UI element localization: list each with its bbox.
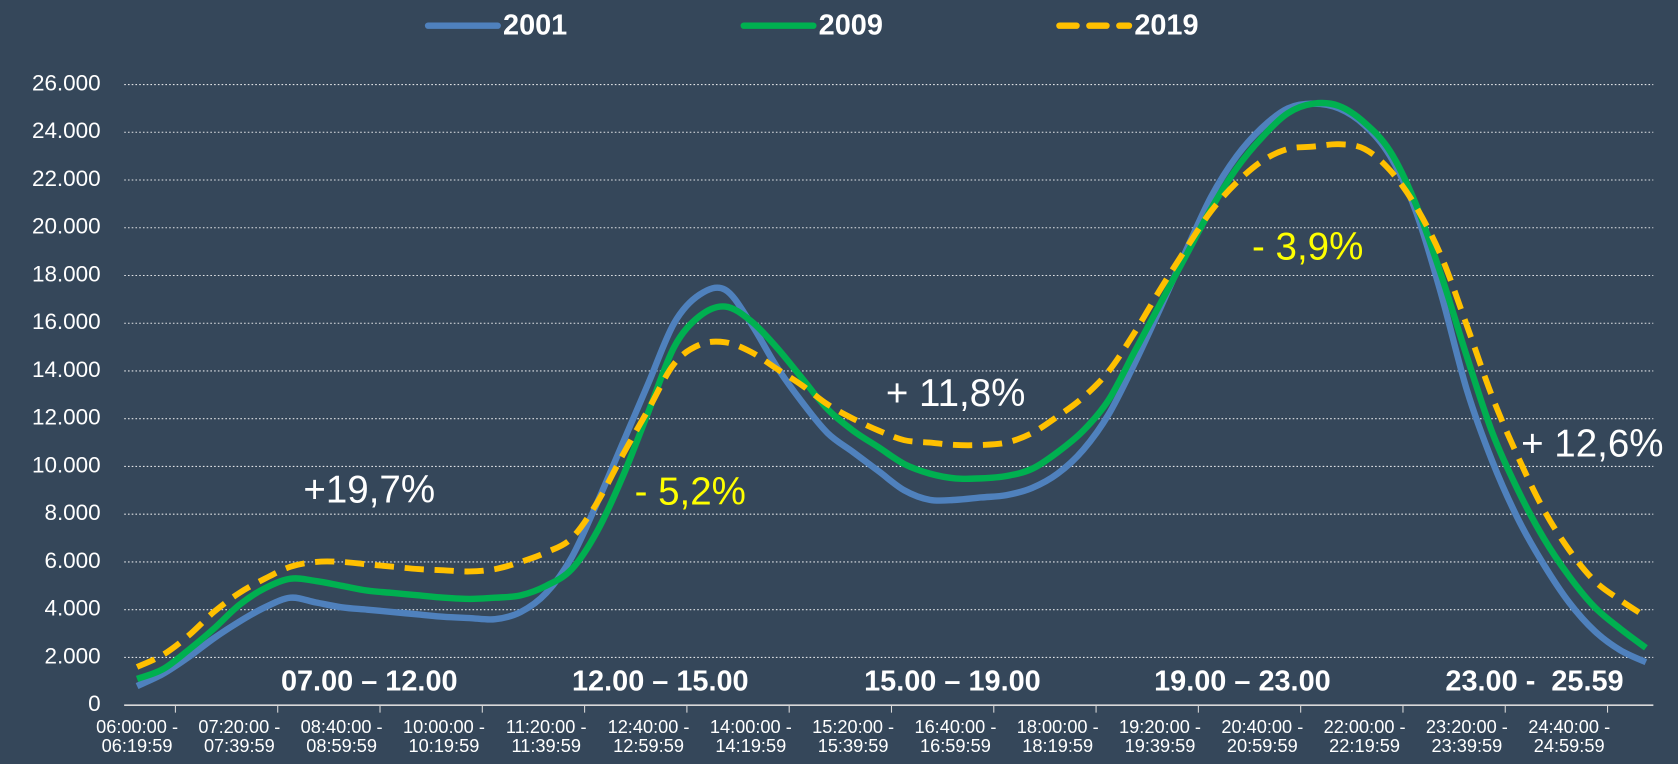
- period-label: 15.00 – 19.00: [864, 665, 1041, 697]
- annotation: - 5,2%: [635, 471, 746, 514]
- annotation: - 3,9%: [1252, 225, 1363, 268]
- y-tick-label: 4.000: [44, 596, 100, 621]
- legend-label: 2001: [503, 9, 567, 41]
- x-tick-label: 22:00:00 - 22:19:59: [1323, 717, 1406, 757]
- x-tick-label: 16:40:00 - 16:59:59: [914, 717, 997, 757]
- x-tick-label-box: 11:20:00 - 11:39:59: [505, 717, 587, 757]
- x-tick-label: 12:40:00 - 12:59:59: [607, 717, 690, 757]
- x-tick-label: 14:00:00 - 14:19:59: [709, 717, 792, 757]
- y-tick-label: 22.000: [32, 166, 101, 191]
- series-line: [135, 99, 1648, 682]
- y-tick-label: 16.000: [32, 309, 101, 334]
- y-tick-label: 2.000: [44, 643, 100, 668]
- x-tick-label: 06:00:00 - 06:19:59: [96, 717, 179, 757]
- x-tick-label-box: 06:00:00 - 06:19:59: [96, 717, 179, 757]
- x-tick-label: 11:20:00 - 11:39:59: [505, 717, 587, 757]
- x-tick-label-box: 08:40:00 - 08:59:59: [300, 717, 383, 757]
- x-tick-label: 18:00:00 - 18:19:59: [1016, 717, 1099, 757]
- annotation: + 11,8%: [886, 372, 1026, 415]
- x-tick-label: 24:40:00 - 24:59:59: [1528, 717, 1611, 757]
- x-tick-label-box: 23:20:00 - 23:39:59: [1425, 717, 1508, 757]
- annotation: + 12,6%: [1521, 422, 1663, 465]
- x-tick-label: 20:40:00 - 20:59:59: [1221, 717, 1304, 757]
- x-tick-label-box: 14:00:00 - 14:19:59: [709, 717, 792, 757]
- x-tick-label: 07:20:00 - 07:39:59: [198, 717, 281, 757]
- y-tick-label: 0: [88, 691, 101, 716]
- y-tick-label: 10.000: [32, 452, 101, 477]
- x-tick-label-box: 24:40:00 - 24:59:59: [1528, 717, 1611, 757]
- annotation: +19,7%: [303, 468, 435, 511]
- x-tick-label-box: 16:40:00 - 16:59:59: [914, 717, 997, 757]
- y-tick-label: 14.000: [32, 357, 101, 382]
- legend-label: 2019: [1134, 9, 1198, 41]
- x-tick-label: 19:20:00 - 19:39:59: [1119, 717, 1201, 757]
- y-tick-label: 26.000: [32, 70, 101, 95]
- x-tick-label: 08:40:00 - 08:59:59: [300, 717, 383, 757]
- x-tick-label-box: 15:20:00 - 15:39:59: [812, 717, 895, 757]
- y-tick-label: 12.000: [32, 405, 101, 430]
- y-tick-label: 8.000: [44, 500, 100, 525]
- y-tick-label: 18.000: [32, 261, 101, 286]
- period-label: 23.00 - 25.59: [1445, 665, 1623, 697]
- period-label: 07.00 – 12.00: [281, 665, 458, 697]
- x-tick-label-box: 22:00:00 - 22:19:59: [1323, 717, 1406, 757]
- period-label: 12.00 – 15.00: [572, 665, 749, 697]
- x-tick-label: 23:20:00 - 23:39:59: [1425, 717, 1508, 757]
- x-tick-label-box: 18:00:00 - 18:19:59: [1016, 717, 1099, 757]
- x-tick-label-box: 20:40:00 - 20:59:59: [1221, 717, 1304, 757]
- series-line: [135, 141, 1648, 670]
- x-tick-label-box: 19:20:00 - 19:39:59: [1119, 717, 1201, 757]
- x-tick-label: 10:00:00 - 10:19:59: [402, 717, 485, 757]
- x-tick-label-box: 10:00:00 - 10:19:59: [402, 717, 485, 757]
- y-tick-label: 24.000: [32, 118, 101, 143]
- y-tick-label: 20.000: [32, 214, 101, 239]
- x-tick-label-box: 12:40:00 - 12:59:59: [607, 717, 690, 757]
- period-label: 19.00 – 23.00: [1154, 665, 1331, 697]
- x-tick-label: 15:20:00 - 15:39:59: [812, 717, 895, 757]
- x-tick-label-box: 07:20:00 - 07:39:59: [198, 717, 281, 757]
- y-tick-label: 6.000: [44, 548, 100, 573]
- legend-label: 2009: [819, 9, 883, 41]
